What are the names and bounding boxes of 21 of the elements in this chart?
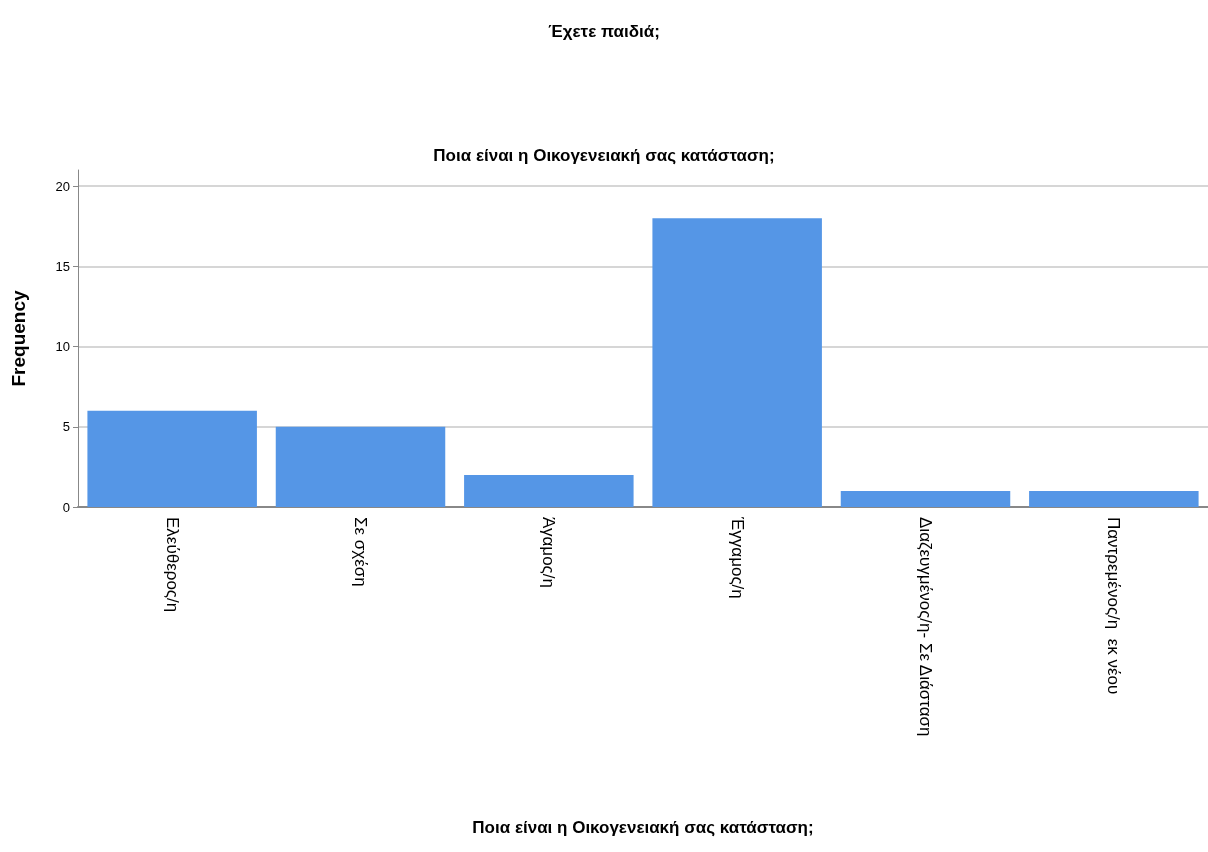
bar: [275, 426, 446, 507]
chart-subtitle: Ποια είναι η Οικογενειακή σας κατάσταση;: [433, 146, 775, 165]
x-tick-label: Σε σχέση: [351, 517, 370, 587]
y-axis-title: Frequency: [8, 290, 29, 387]
x-axis-title: Ποια είναι η Οικογενειακή σας κατάσταση;: [472, 818, 814, 837]
x-tick-label: Έγγαμος/η: [727, 516, 747, 599]
bar: [1029, 490, 1199, 507]
y-tick-label: 5: [62, 419, 70, 435]
y-tick-label: 15: [55, 258, 70, 274]
chart-title: Έχετε παιδιά;: [548, 22, 660, 41]
x-tick-label: Άγαμος/η: [539, 517, 559, 588]
y-tick-label: 10: [55, 339, 70, 355]
x-tick-label: Διαζευγμένος/η- Σε Διάσταση: [916, 517, 935, 737]
y-tick-label: 20: [55, 178, 70, 194]
x-tick-label: Παντρεμένος/η εκ νέου: [1104, 517, 1124, 695]
bar: [652, 218, 822, 507]
x-tick-label: Ελεύθερος/η: [162, 517, 182, 613]
bar: [840, 490, 1011, 507]
bar: [87, 410, 257, 507]
bar: [464, 474, 634, 507]
y-tick-label: 0: [62, 499, 70, 515]
